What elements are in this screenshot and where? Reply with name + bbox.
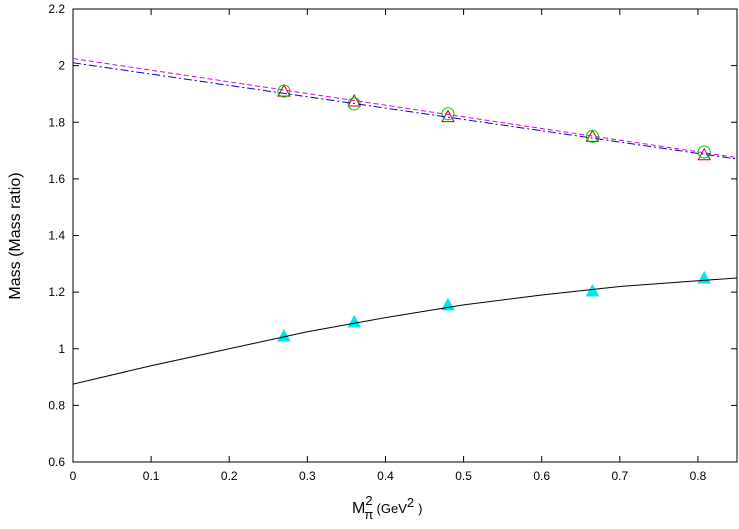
x-tick-label: 0.1 xyxy=(143,469,160,483)
marker xyxy=(347,97,361,111)
x-tick-label: 0.6 xyxy=(533,469,550,483)
x-tick-label: 0.5 xyxy=(455,469,472,483)
fit-line xyxy=(72,58,738,159)
y-tick-label: 2 xyxy=(58,59,65,73)
x-tick-label: 0.3 xyxy=(299,469,316,483)
marker xyxy=(585,129,599,143)
marker xyxy=(441,107,455,121)
marker xyxy=(585,283,600,297)
x-tick-label: 0.2 xyxy=(221,469,238,483)
y-tick-label: 0.6 xyxy=(48,455,65,469)
y-tick-label: 1.8 xyxy=(48,115,65,129)
y-tick-label: 2.2 xyxy=(48,2,65,16)
marker xyxy=(697,270,712,284)
marker xyxy=(441,109,455,123)
y-tick-label: 1.2 xyxy=(48,285,65,299)
fit-line xyxy=(72,277,738,385)
x-tick-label: 0.7 xyxy=(611,469,628,483)
y-axis-label: Mass (Mass ratio) xyxy=(7,172,24,299)
x-tick-label: 0 xyxy=(70,469,77,483)
x-axis-label: Mπ2(GeV2) xyxy=(352,493,422,522)
marker xyxy=(347,314,362,328)
x-tick-label: 0.8 xyxy=(690,469,707,483)
x-tick-label: 0.4 xyxy=(377,469,394,483)
marker xyxy=(277,328,291,342)
y-tick-label: 0.8 xyxy=(48,398,65,412)
y-tick-label: 1.6 xyxy=(48,172,65,186)
fit-line xyxy=(72,62,738,160)
y-tick-label: 1.4 xyxy=(48,229,65,243)
y-tick-label: 1 xyxy=(58,342,65,356)
